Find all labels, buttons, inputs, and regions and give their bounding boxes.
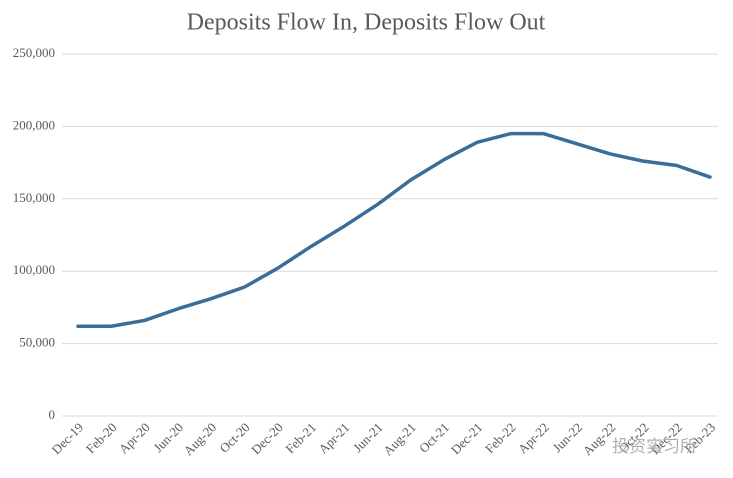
y-tick-label: 100,000 [13, 262, 55, 277]
y-tick-label: 150,000 [13, 190, 55, 205]
y-tick-label: 50,000 [19, 335, 55, 350]
watermark: 投资实习所 [612, 437, 697, 457]
y-tick-label: 0 [49, 407, 56, 422]
data-line [76, 131, 712, 328]
y-tick-label: 250,000 [13, 45, 55, 60]
chart-title: Deposits Flow In, Deposits Flow Out [187, 10, 546, 36]
y-tick-label: 200,000 [13, 117, 55, 132]
